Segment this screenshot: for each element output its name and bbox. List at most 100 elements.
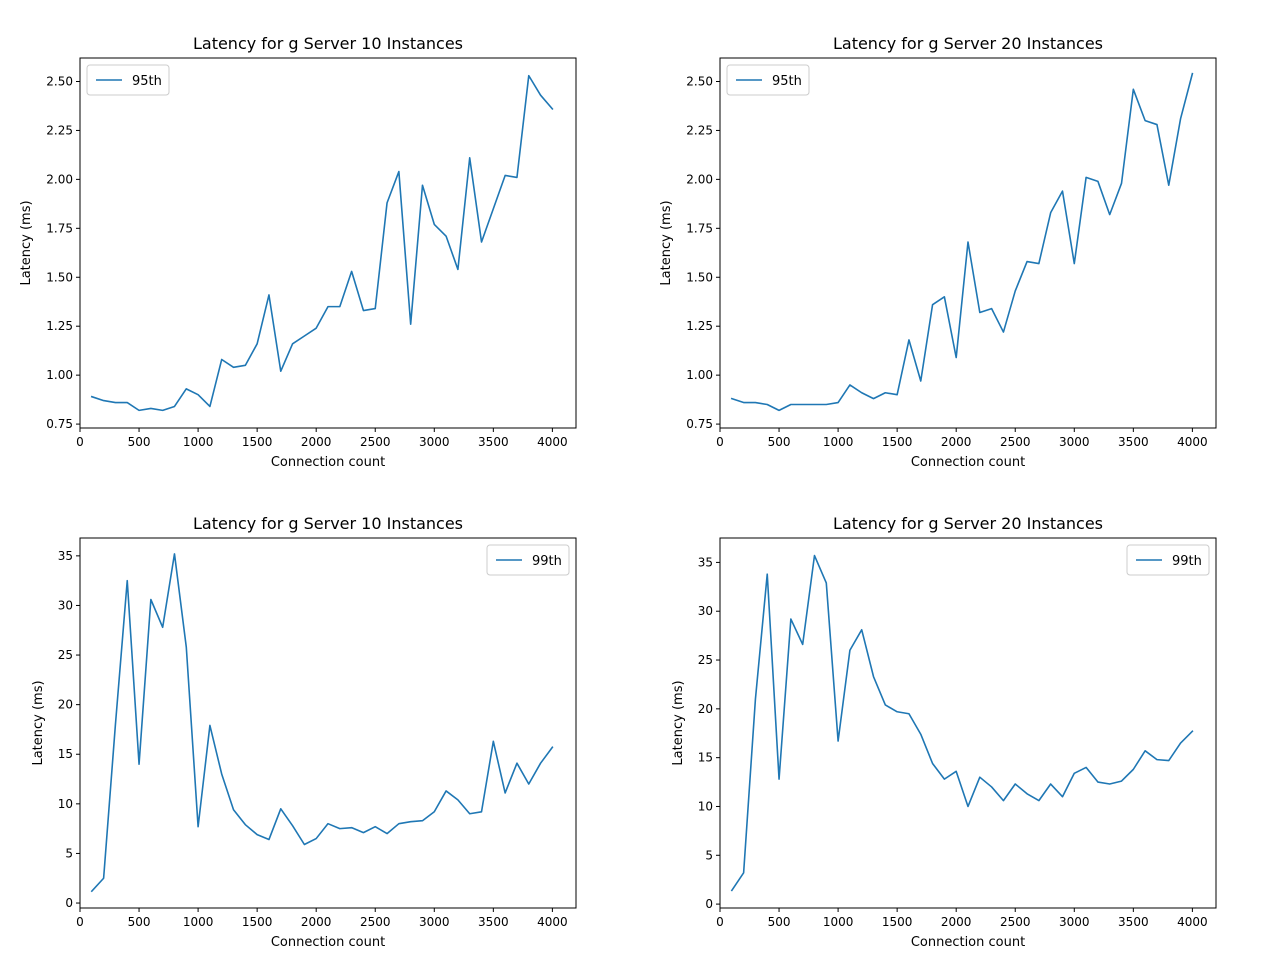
x-tick-label: 3500 xyxy=(478,435,509,449)
x-tick-label: 500 xyxy=(128,435,151,449)
chart-panel-1: Latency for g Server 20 Instances 0 500 100… xyxy=(659,34,1217,470)
plot-frame xyxy=(79,537,577,909)
plot-frame xyxy=(719,537,1217,909)
y-tick-label: 1.50 xyxy=(686,270,713,284)
x-tick-label: 1500 xyxy=(882,915,913,929)
y-tick-label: 2.00 xyxy=(46,172,73,186)
x-tick-label: 4000 xyxy=(1177,435,1208,449)
x-tick-label: 1000 xyxy=(183,915,214,929)
series-line-99th xyxy=(90,553,554,893)
x-tick-label: 4000 xyxy=(537,915,568,929)
legend-label: 95th xyxy=(772,74,802,89)
x-tick-label: 500 xyxy=(768,435,791,449)
y-tick-label: 2.50 xyxy=(46,74,73,88)
x-tick-label: 2500 xyxy=(1000,435,1031,449)
y-tick-label: 1.25 xyxy=(686,319,713,333)
y-tick-label: 10 xyxy=(698,799,713,813)
x-tick-label: 2000 xyxy=(301,435,332,449)
y-tick-label: 0 xyxy=(705,897,713,911)
y-axis-label: Latency (ms) xyxy=(671,680,686,765)
x-tick-label: 3000 xyxy=(1059,435,1090,449)
x-tick-label: 1500 xyxy=(242,915,273,929)
x-axis-label: Connection count xyxy=(911,935,1025,950)
y-axis-label: Latency (ms) xyxy=(19,200,34,285)
x-tick-label: 1000 xyxy=(823,915,854,929)
y-tick-label: 1.50 xyxy=(46,270,73,284)
legend-label: 99th xyxy=(532,554,562,569)
x-tick-label: 2000 xyxy=(941,435,972,449)
y-tick-label: 30 xyxy=(698,604,713,618)
y-tick-label: 35 xyxy=(698,555,713,569)
y-tick-label: 20 xyxy=(58,698,73,712)
x-tick-label: 500 xyxy=(128,915,151,929)
y-tick-label: 1.00 xyxy=(46,368,73,382)
y-tick-label: 30 xyxy=(58,598,73,612)
legend-box xyxy=(86,64,170,96)
x-tick-label: 3500 xyxy=(1118,435,1149,449)
y-tick-label: 10 xyxy=(58,797,73,811)
x-tick-label: 1500 xyxy=(242,435,273,449)
legend: 95th xyxy=(86,64,170,96)
chart-title: Latency for g Server 10 Instances xyxy=(193,514,463,533)
y-tick-label: 35 xyxy=(58,549,73,563)
legend-box xyxy=(1126,544,1210,576)
x-tick-label: 0 xyxy=(716,435,724,449)
x-axis-label: Connection count xyxy=(911,455,1025,470)
series-line-95th xyxy=(90,74,554,412)
x-tick-label: 4000 xyxy=(1177,915,1208,929)
x-tick-label: 3000 xyxy=(419,435,450,449)
x-tick-label: 1000 xyxy=(823,435,854,449)
legend-box xyxy=(486,544,570,576)
x-tick-label: 3500 xyxy=(1118,915,1149,929)
x-tick-label: 3500 xyxy=(478,915,509,929)
series-line-99th xyxy=(730,554,1194,892)
y-tick-label: 2.25 xyxy=(686,123,713,137)
x-axis-label: Connection count xyxy=(271,935,385,950)
y-tick-label: 5 xyxy=(65,846,73,860)
y-tick-label: 2.50 xyxy=(686,74,713,88)
x-tick-label: 2500 xyxy=(360,435,391,449)
legend-label: 99th xyxy=(1172,554,1202,569)
y-tick-label: 20 xyxy=(698,702,713,716)
plot-frame xyxy=(79,57,577,429)
x-tick-label: 500 xyxy=(768,915,791,929)
y-axis-label: Latency (ms) xyxy=(659,200,674,285)
chart-title: Latency for g Server 20 Instances xyxy=(833,514,1103,533)
legend-box xyxy=(726,64,810,96)
x-tick-label: 0 xyxy=(76,915,84,929)
x-axis-label: Connection count xyxy=(271,455,385,470)
y-tick-label: 0 xyxy=(65,896,73,910)
plot-frame xyxy=(719,57,1217,429)
legend-label: 95th xyxy=(132,74,162,89)
y-tick-label: 1.25 xyxy=(46,319,73,333)
y-tick-label: 2.25 xyxy=(46,123,73,137)
x-tick-label: 3000 xyxy=(419,915,450,929)
chart-title: Latency for g Server 10 Instances xyxy=(193,34,463,53)
x-tick-label: 4000 xyxy=(537,435,568,449)
x-tick-label: 2000 xyxy=(941,915,972,929)
y-tick-label: 0.75 xyxy=(46,417,73,431)
x-tick-label: 0 xyxy=(716,915,724,929)
y-tick-label: 1.00 xyxy=(686,368,713,382)
x-tick-label: 2000 xyxy=(301,915,332,929)
series-line-95th xyxy=(730,72,1194,412)
y-tick-label: 0.75 xyxy=(686,417,713,431)
y-tick-label: 15 xyxy=(58,747,73,761)
chart-title: Latency for g Server 20 Instances xyxy=(833,34,1103,53)
x-tick-label: 1000 xyxy=(183,435,214,449)
legend: 95th xyxy=(726,64,810,96)
y-tick-label: 2.00 xyxy=(686,172,713,186)
y-tick-label: 25 xyxy=(698,653,713,667)
chart-panel-0: Latency for g Server 10 Instances 0 500 100… xyxy=(19,34,577,470)
y-tick-label: 1.75 xyxy=(46,221,73,235)
x-tick-label: 3000 xyxy=(1059,915,1090,929)
y-tick-label: 25 xyxy=(58,648,73,662)
y-tick-label: 1.75 xyxy=(686,221,713,235)
y-tick-label: 15 xyxy=(698,751,713,765)
x-tick-label: 0 xyxy=(76,435,84,449)
legend: 99th xyxy=(1126,544,1210,576)
x-tick-label: 2500 xyxy=(360,915,391,929)
y-tick-label: 5 xyxy=(705,848,713,862)
